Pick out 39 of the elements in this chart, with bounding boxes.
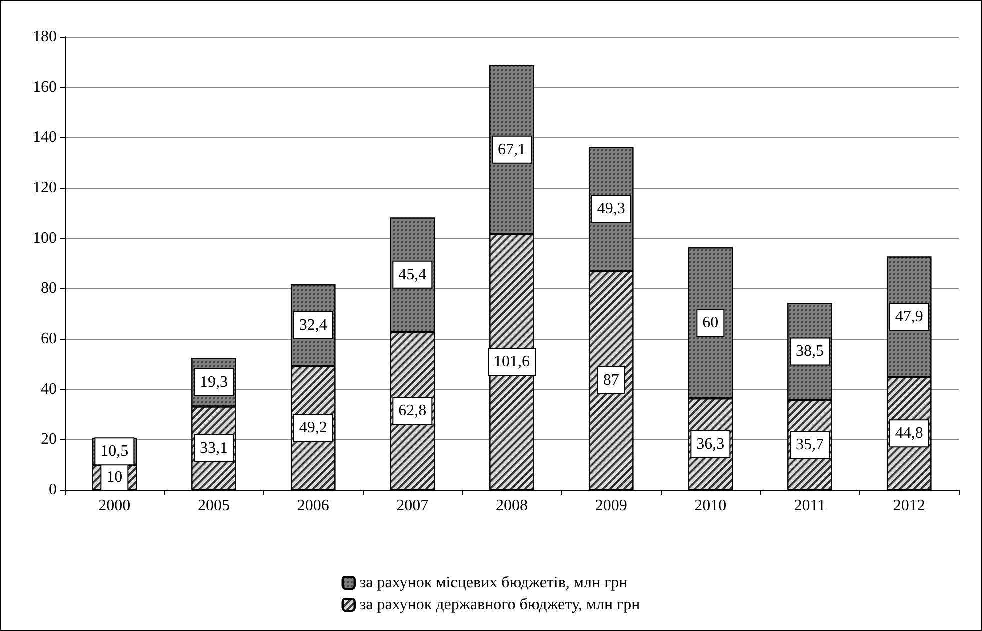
- data-label: 87: [603, 372, 620, 390]
- y-tick-label: 160: [33, 78, 57, 96]
- x-tick-label: 2010: [694, 498, 727, 514]
- x-tick-label: 2000: [98, 498, 131, 514]
- data-label: 36,3: [696, 436, 725, 453]
- data-label: 44,8: [895, 425, 924, 442]
- y-tick-label: 0: [49, 482, 57, 498]
- legend-label: за рахунок місцевих бюджетів, млн грн: [360, 574, 628, 592]
- data-label: 10,5: [100, 443, 129, 460]
- x-tick-label: 2008: [496, 498, 528, 514]
- x-tick-label: 2009: [595, 498, 628, 514]
- data-label: 62,8: [398, 402, 427, 420]
- y-tick-label: 20: [41, 431, 57, 448]
- y-tick-label: 140: [33, 129, 57, 146]
- data-label: 60: [702, 314, 719, 332]
- data-label: 67,1: [498, 141, 526, 158]
- y-tick-label: 180: [33, 28, 57, 46]
- y-tick-label: 80: [41, 280, 57, 298]
- x-tick-label: 2011: [794, 498, 826, 514]
- data-label: 38,5: [796, 343, 824, 360]
- x-tick-label: 2007: [396, 498, 429, 514]
- x-tick-label: 2005: [198, 498, 230, 514]
- data-label: 45,4: [398, 266, 427, 284]
- data-label: 19,3: [200, 374, 228, 391]
- data-label: 49,3: [597, 200, 626, 218]
- y-tick-label: 100: [33, 230, 57, 247]
- data-label: 10: [106, 468, 123, 486]
- x-tick-label: 2012: [893, 498, 926, 514]
- y-tick-label: 120: [33, 180, 57, 196]
- data-label: 101,6: [494, 354, 530, 371]
- y-tick-label: 40: [41, 380, 57, 398]
- data-label: 47,9: [895, 308, 924, 326]
- y-tick-label: 60: [41, 330, 57, 348]
- data-label: 32,4: [299, 316, 328, 334]
- x-tick-label: 2006: [297, 498, 330, 514]
- legend-label: за рахунок державного бюджету, млн грн: [360, 596, 641, 614]
- data-label: 35,7: [796, 436, 824, 454]
- data-label: 33,1: [200, 440, 228, 457]
- data-label: 49,2: [299, 420, 328, 437]
